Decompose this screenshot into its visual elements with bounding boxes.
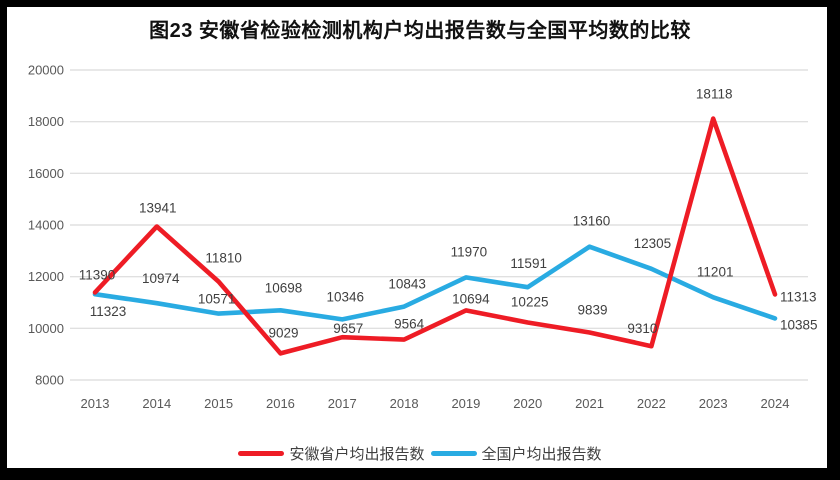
y-axis-tick-label: 12000 xyxy=(28,269,64,284)
data-label: 11201 xyxy=(697,264,734,279)
data-label: 9839 xyxy=(577,303,607,318)
y-axis-tick-label: 10000 xyxy=(28,321,64,336)
data-label: 9310 xyxy=(627,321,657,336)
data-label: 9564 xyxy=(394,317,425,332)
data-label: 10346 xyxy=(327,289,365,304)
data-label: 9657 xyxy=(333,321,363,336)
y-axis-tick-label: 14000 xyxy=(28,218,64,233)
x-axis-tick-label: 2013 xyxy=(81,396,110,411)
x-axis-tick-label: 2017 xyxy=(328,396,357,411)
data-label: 11390 xyxy=(79,267,116,282)
data-label: 9029 xyxy=(268,325,298,340)
y-axis-tick-label: 20000 xyxy=(28,63,64,78)
legend-label-anhui: 安徽省户均出报告数 xyxy=(289,446,425,463)
legend-item-national: 全国户均出报告数 xyxy=(430,443,602,464)
data-label: 11970 xyxy=(451,244,488,259)
data-label: 10385 xyxy=(780,317,818,332)
data-label: 10698 xyxy=(265,280,303,295)
data-label: 12305 xyxy=(634,236,672,251)
series-line-national xyxy=(92,244,778,322)
data-label: 10694 xyxy=(452,291,490,306)
blue-line-swatch xyxy=(430,451,477,456)
x-axis-tick-label: 2018 xyxy=(390,396,419,411)
chart-legend: 安徽省户均出报告数 全国户均出报告数 xyxy=(0,443,840,464)
data-label: 10571 xyxy=(198,292,236,307)
x-axis-tick-label: 2019 xyxy=(451,396,480,411)
chart-title: 图23 安徽省检验检测机构户均出报告数与全国平均数的比较 xyxy=(149,20,691,42)
x-axis-tick-label: 2020 xyxy=(513,396,542,411)
data-label: 13941 xyxy=(139,201,177,216)
red-line-swatch xyxy=(238,451,285,456)
data-label: 11591 xyxy=(510,256,547,271)
x-axis-tick-label: 2014 xyxy=(142,396,171,411)
data-label: 18118 xyxy=(696,87,733,102)
data-label: 13160 xyxy=(573,214,611,229)
y-axis-tick-label: 8000 xyxy=(35,373,64,388)
x-axis-tick-label: 2023 xyxy=(699,396,728,411)
x-axis-tick-label: 2024 xyxy=(761,396,790,411)
data-label: 10974 xyxy=(142,271,180,286)
y-axis-tick-label: 16000 xyxy=(28,166,64,181)
series-line-anhui xyxy=(92,116,778,356)
data-label: 11810 xyxy=(205,251,242,266)
y-axis-tick-label: 18000 xyxy=(28,114,64,129)
x-axis-tick-label: 2016 xyxy=(266,396,295,411)
x-axis-tick-label: 2021 xyxy=(575,396,604,411)
data-label: 11323 xyxy=(90,304,127,319)
legend-label-national: 全国户均出报告数 xyxy=(481,446,602,463)
data-label: 10225 xyxy=(511,295,549,310)
x-axis-tick-label: 2022 xyxy=(637,396,666,411)
legend-item-anhui: 安徽省户均出报告数 xyxy=(238,443,425,464)
data-label: 10843 xyxy=(388,277,426,292)
data-label: 11313 xyxy=(780,289,817,304)
x-axis-tick-label: 2015 xyxy=(204,396,233,411)
